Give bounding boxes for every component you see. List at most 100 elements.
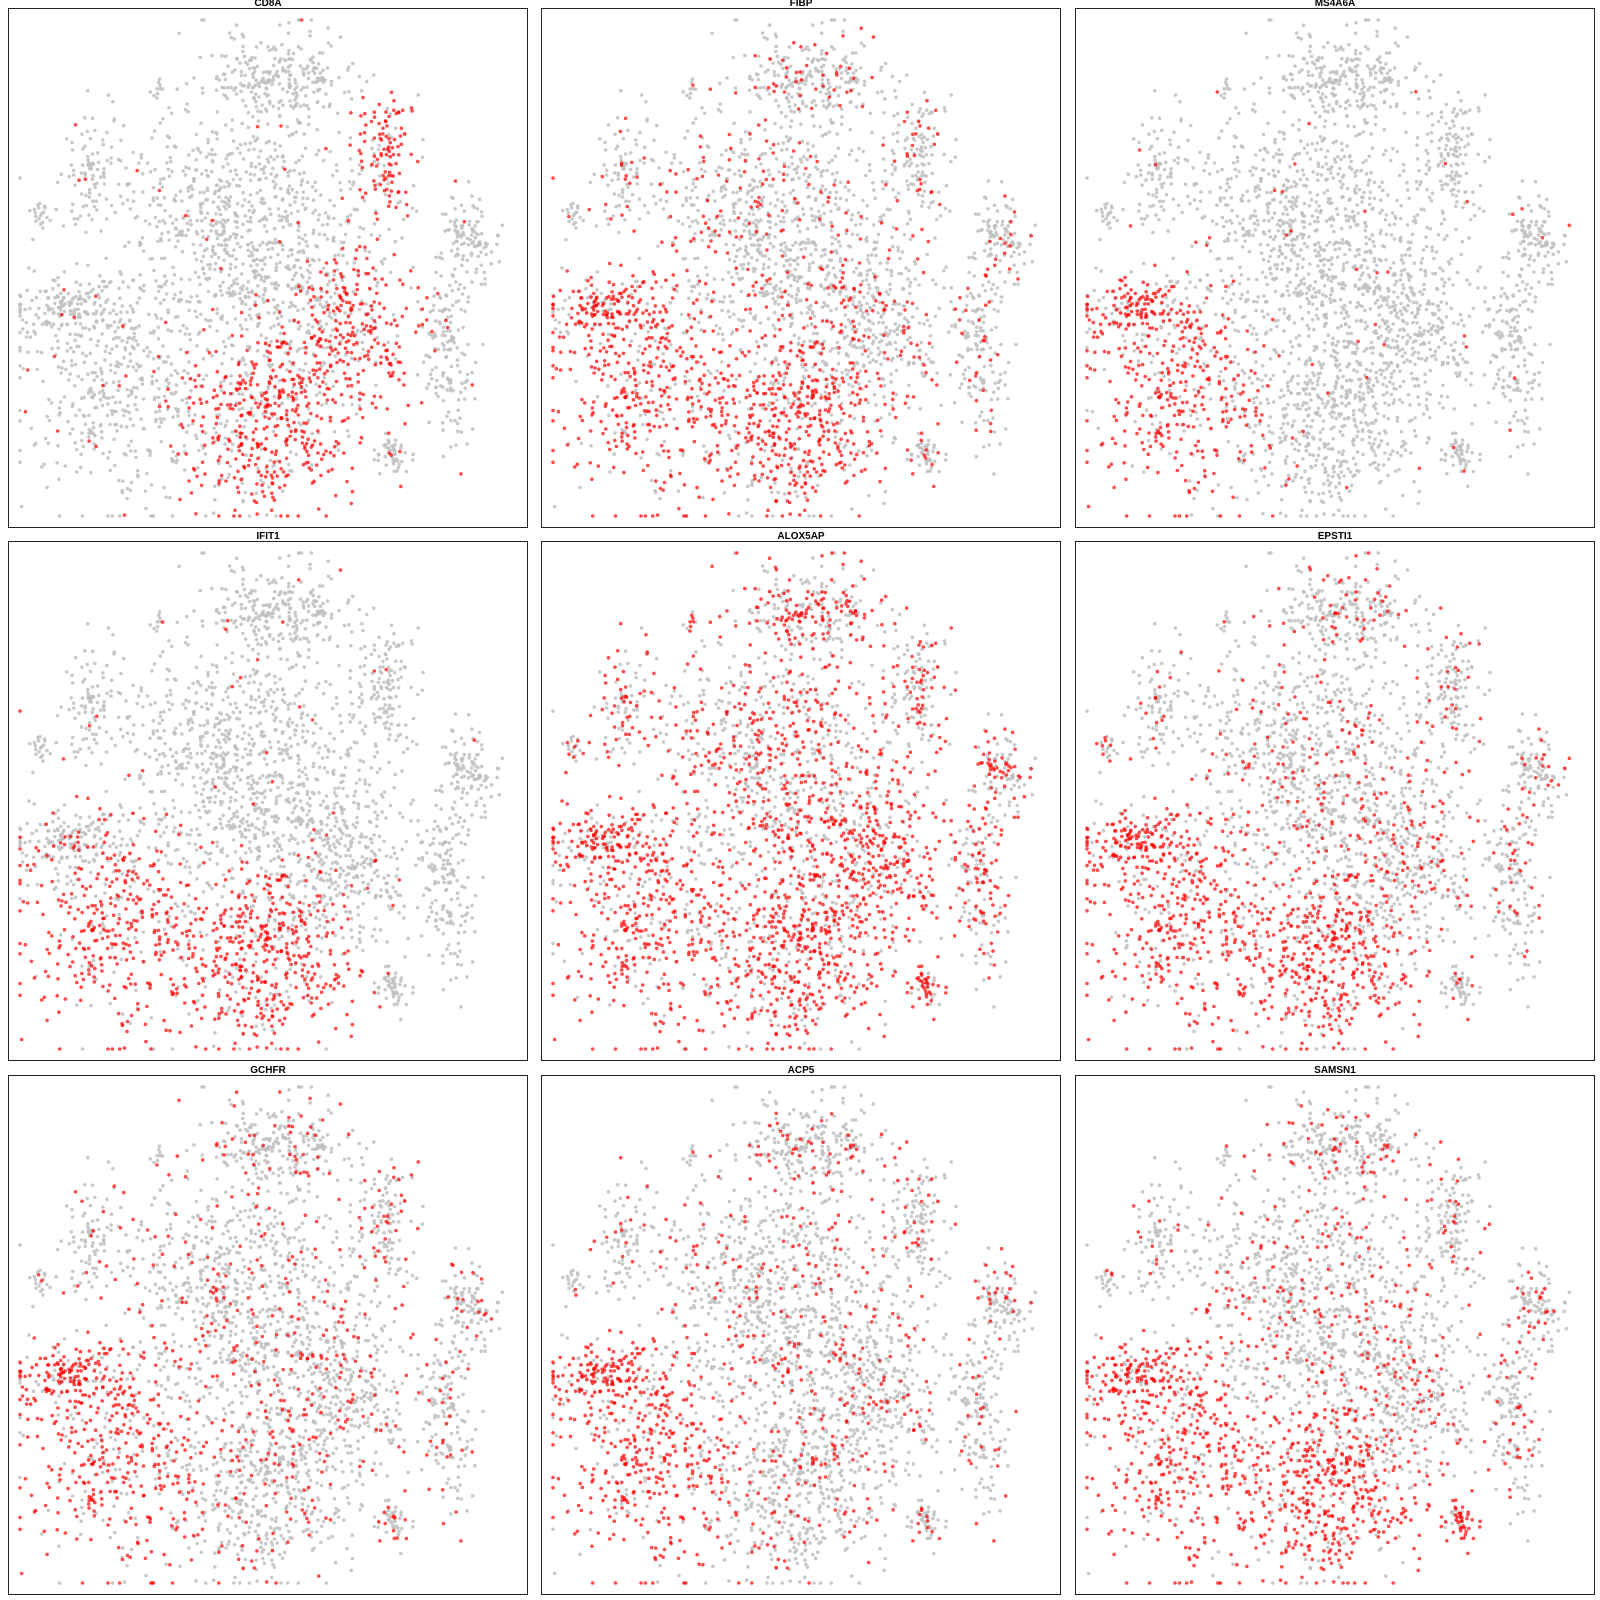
- expressed-cell-point: [286, 393, 291, 397]
- cell-point: [1003, 370, 1007, 375]
- cell-point: [318, 302, 323, 307]
- cell-point: [998, 442, 1002, 446]
- cell-point: [853, 223, 858, 227]
- cell-point: [844, 198, 849, 202]
- cell-point: [234, 56, 239, 61]
- cell-point: [943, 206, 948, 211]
- cell-point: [335, 268, 340, 272]
- expressed-cell-point: [193, 363, 198, 368]
- cell-point: [191, 148, 195, 153]
- cell-point: [814, 225, 819, 229]
- cell-point: [830, 242, 835, 246]
- cell-point: [269, 339, 273, 344]
- cell-point: [809, 74, 814, 79]
- cell-point: [215, 183, 219, 187]
- cell-point: [646, 210, 651, 215]
- expressed-cell-point: [256, 340, 260, 345]
- cell-point: [773, 121, 777, 126]
- expressed-cell-point: [369, 304, 374, 308]
- cell-point: [889, 380, 893, 384]
- expressed-cell-point: [391, 370, 395, 375]
- cell-point: [215, 311, 220, 316]
- cell-point: [837, 383, 842, 388]
- cell-point: [292, 168, 297, 173]
- cell-point: [896, 191, 901, 195]
- cell-point: [127, 240, 131, 244]
- cell-point: [453, 254, 458, 258]
- cell-point: [295, 349, 300, 353]
- cell-point: [690, 289, 694, 294]
- cell-point: [760, 253, 765, 258]
- cell-point: [131, 310, 136, 314]
- expressed-cell-point: [344, 340, 349, 344]
- cell-point: [699, 308, 703, 312]
- cell-point: [857, 146, 861, 151]
- cell-point: [931, 278, 935, 282]
- expressed-cell-point: [237, 360, 241, 365]
- cell-point: [28, 335, 33, 340]
- cell-point: [773, 32, 778, 37]
- cell-point: [273, 72, 278, 77]
- cell-point: [90, 177, 95, 181]
- cell-point: [984, 241, 989, 246]
- cell-point: [224, 207, 228, 211]
- cell-point: [127, 410, 131, 415]
- cell-point: [798, 470, 802, 474]
- cell-point: [772, 73, 777, 78]
- cell-point: [826, 87, 830, 92]
- cell-point: [272, 185, 277, 190]
- cell-point: [246, 290, 251, 295]
- cell-point: [257, 84, 262, 89]
- cell-point: [287, 21, 291, 25]
- cell-point: [816, 58, 821, 63]
- expressed-cell-point: [180, 376, 185, 380]
- cell-point: [476, 232, 480, 237]
- cell-point: [448, 219, 453, 224]
- cell-point: [87, 187, 92, 192]
- cell-point: [774, 157, 779, 161]
- cell-point: [311, 60, 316, 65]
- cell-point: [169, 456, 174, 461]
- scatter-plot: [551, 18, 1038, 518]
- expressed-cell-point: [55, 429, 60, 433]
- cell-point: [767, 173, 772, 177]
- expressed-cell-point: [406, 403, 411, 408]
- cell-point: [779, 290, 784, 295]
- expressed-cell-point: [330, 349, 335, 353]
- expressed-cell-point: [199, 401, 204, 406]
- expressed-cell-point: [410, 109, 414, 113]
- cell-point: [271, 429, 276, 434]
- cell-point: [470, 370, 474, 375]
- cell-point: [466, 243, 471, 247]
- cell-point: [448, 347, 453, 352]
- cell-point: [227, 31, 232, 35]
- cell-point: [458, 282, 462, 287]
- cell-point: [211, 511, 216, 515]
- cell-point: [802, 154, 806, 159]
- expressed-cell-point: [263, 474, 268, 479]
- cell-point: [137, 324, 141, 328]
- cell-point: [692, 284, 697, 289]
- cell-point: [644, 99, 648, 104]
- cell-point: [852, 364, 857, 368]
- cell-point: [719, 228, 724, 232]
- cell-point: [183, 107, 188, 112]
- cell-point: [823, 252, 827, 257]
- cell-point: [286, 396, 290, 400]
- expressed-cell-point: [268, 374, 273, 379]
- cell-point: [827, 271, 831, 275]
- cell-point: [890, 244, 895, 249]
- cell-point: [263, 256, 267, 260]
- cell-point: [750, 514, 754, 518]
- cell-point: [952, 401, 957, 405]
- cell-point: [51, 286, 55, 291]
- cell-point: [332, 430, 337, 434]
- cell-point: [162, 256, 167, 261]
- cell-point: [132, 331, 137, 336]
- cell-point: [816, 209, 821, 214]
- cell-point: [93, 185, 97, 190]
- cell-point: [805, 157, 809, 162]
- cell-point: [897, 123, 901, 127]
- expressed-cell-point: [59, 312, 64, 317]
- cell-point: [117, 336, 121, 340]
